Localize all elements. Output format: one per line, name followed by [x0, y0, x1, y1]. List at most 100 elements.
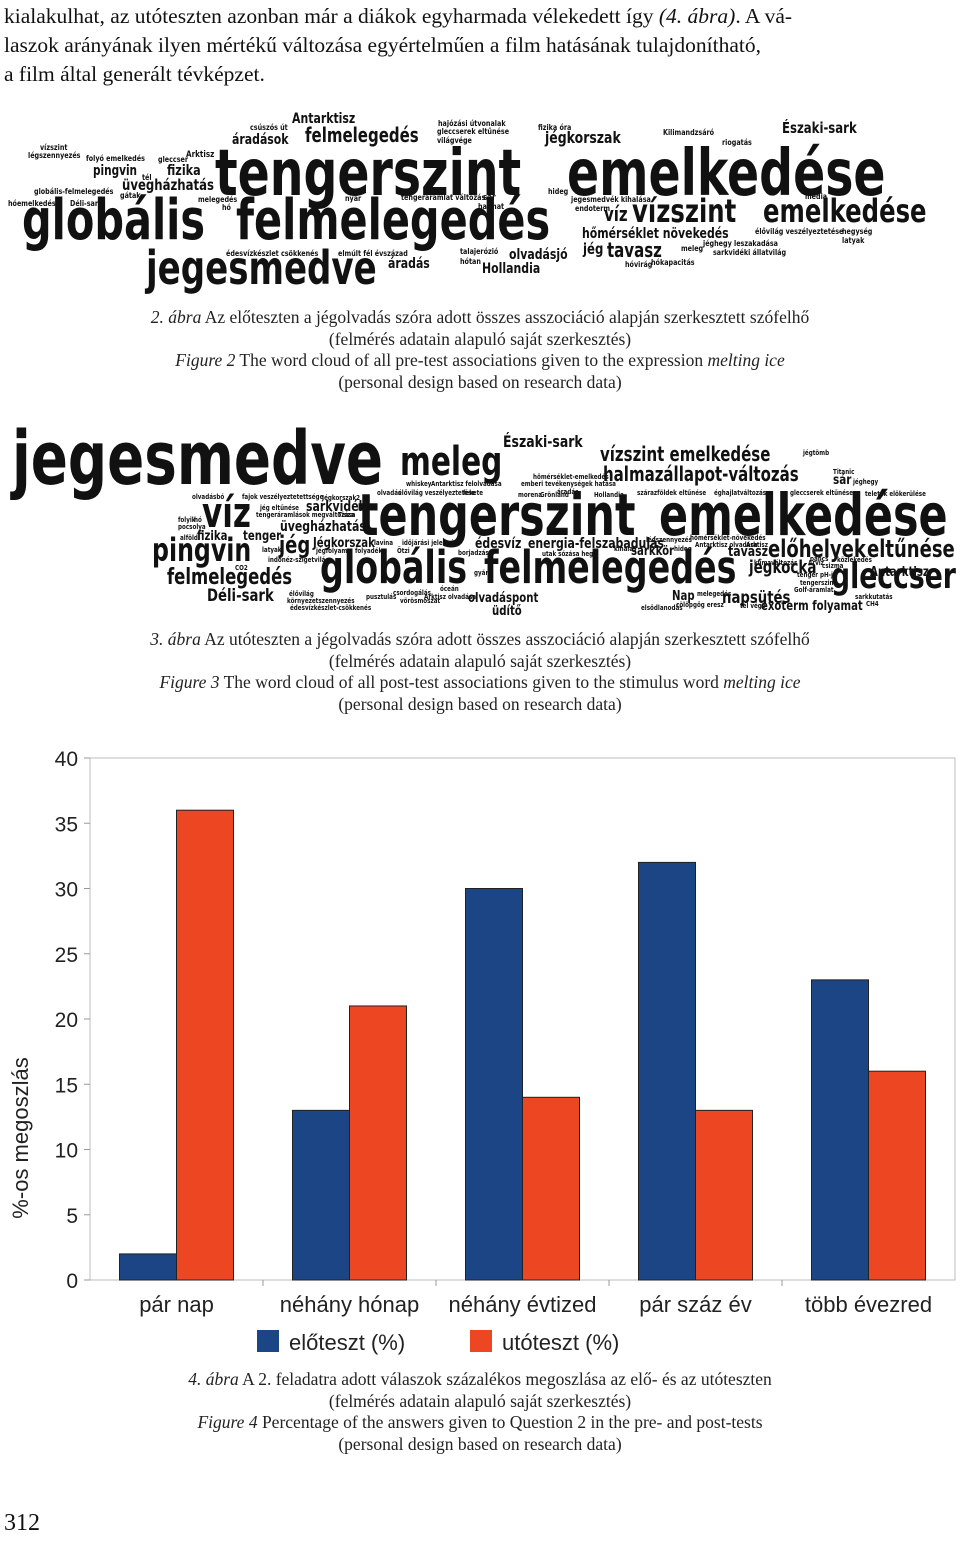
y-tick-label: 40 — [55, 748, 78, 771]
cloud-word: vízszint — [40, 143, 68, 152]
y-tick-label: 25 — [55, 944, 78, 967]
cloud-word: szárazföldek eltűnése — [637, 489, 707, 497]
cloud-word: harmat — [478, 202, 505, 211]
cloud-word: hajózási útvonalak — [438, 119, 506, 128]
cloud-word: Déli-sark — [70, 199, 103, 208]
cloud-word: felmelegedés — [484, 541, 737, 594]
y-tick-label: 20 — [55, 1009, 78, 1032]
y-tick-label: 0 — [66, 1270, 78, 1293]
cloud-word: fizika óra — [538, 123, 572, 132]
cloud-word: víz — [604, 202, 628, 226]
cloud-word: nyár — [345, 194, 362, 203]
intro-paragraph: kialakulhat, az utóteszten azonban már a… — [4, 2, 958, 89]
cloud-word: gleccser — [831, 556, 956, 597]
cloud-word: jégtömb — [803, 449, 830, 457]
word-cloud-posttest: jegesmedve meleg Északi-sark vízszint emelk… — [0, 420, 960, 620]
cloud-word: előhelyek — [768, 535, 866, 563]
legend-label-pretest: előteszt (%) — [289, 1330, 405, 1355]
cloud-word: hó — [222, 203, 231, 212]
figure-2-caption-hu: 2. ábra Az előteszten a jégolvadás szóra… — [0, 307, 960, 329]
cloud-word: Titanic — [833, 468, 855, 476]
word-cloud-pretest: Antarktisz csúszós út áradások felmelegedés… — [0, 108, 960, 308]
bar-pretest — [638, 861, 696, 1281]
y-tick-label: 10 — [55, 1140, 78, 1163]
cloud-word: édesvíz — [475, 536, 522, 552]
cloud-word: Északi-sark — [503, 432, 583, 451]
cloud-word: globális-felmelegedés — [34, 187, 114, 196]
cloud-word: tengerszint — [358, 481, 636, 549]
cloud-word: média — [805, 192, 828, 201]
cloud-word: sár — [833, 473, 852, 488]
cloud-word: sarkvidéki állatvilág — [713, 248, 787, 257]
cloud-word: Antarktisz — [292, 111, 356, 127]
cloud-word: Déli-sark — [207, 586, 274, 606]
cloud-word: Hollandia — [482, 261, 541, 277]
cloud-word: utak sózása hegy — [542, 550, 597, 558]
cloud-word: légszennyezés — [646, 536, 692, 544]
cloud-word: Arktisz — [186, 150, 215, 160]
figure-4-en-source: (personal design based on research data) — [338, 1433, 622, 1454]
bar-posttest — [695, 1109, 753, 1281]
cloud-word: energia-felszabadulás — [528, 536, 664, 552]
cloud-word: Ötzi — [397, 547, 410, 555]
cloud-word: éghajlatváltozás — [714, 489, 767, 497]
cloud-word: fekete — [463, 489, 484, 497]
cloud-word: globális — [320, 541, 468, 594]
x-tick-label: néhány hónap — [280, 1292, 419, 1317]
cloud-word: élővilág veszélyeztetése — [755, 227, 844, 236]
cloud-word: légszennyezés — [28, 151, 81, 160]
figure-2-caption-en: Figure 2 The word cloud of all pre-test … — [0, 350, 960, 372]
bar-pretest — [292, 1109, 350, 1281]
cloud-word: jéghegy — [853, 478, 879, 486]
cloud-word: teletek elökerülése — [865, 490, 926, 498]
figure-3-en-number: Figure 3 — [159, 672, 220, 692]
cloud-word: Arktisz — [746, 541, 769, 549]
legend-swatch-pretest — [257, 1330, 279, 1352]
cloud-word: világvége — [437, 136, 472, 145]
cloud-word: pancs — [810, 555, 829, 563]
cloud-word: olvadáspont — [468, 591, 539, 606]
figure-4-en-number: Figure 4 — [197, 1412, 258, 1432]
cloud-word: pingvin — [152, 531, 252, 569]
cloud-word: indonéz-szigetvilág — [268, 556, 330, 564]
cloud-word: alföld — [180, 534, 198, 542]
x-tick-label: pár száz év — [639, 1292, 752, 1317]
cloud-word: gyár — [474, 569, 489, 577]
bar-pretest — [465, 888, 523, 1281]
intro-line-1-text: kialakulhat, az utóteszten azonban már a… — [4, 4, 659, 28]
cloud-word: Tisza — [338, 511, 355, 519]
cloud-word: édesvízkészlet csökkenés — [226, 249, 319, 258]
x-tick-label: pár nap — [139, 1292, 214, 1317]
cloud-word: jég — [583, 240, 604, 258]
cloud-word: jegesmedve — [146, 241, 377, 295]
cloud-word: jég eltűnése — [260, 504, 299, 512]
cloud-word: tengeráramlat változás — [401, 193, 486, 202]
cloud-word: cölöpgőg eresz — [676, 601, 724, 609]
cloud-word: jegesmedve — [12, 420, 384, 502]
figure-3-hu-text: Az utóteszten a jégolvadás szóra adott ö… — [200, 629, 810, 649]
y-axis-label: %-os megoszlás — [8, 1057, 33, 1218]
cloud-word: gleccserek eltűnése — [790, 489, 854, 497]
cloud-word: környezetszennyezés — [287, 597, 355, 605]
cloud-word: Grönland — [540, 491, 569, 499]
figure-3-en-text: The word cloud of all post-test associat… — [219, 672, 724, 692]
bar-chart: %-os megoszlás 0 5 10 15 20 25 30 35 40 pár nap né… — [8, 748, 956, 1355]
cloud-word: gleccser — [158, 155, 189, 164]
figure-2-hu-source: (felmérés adatain alapuló saját szerkesz… — [328, 328, 632, 349]
cloud-word: hideg — [674, 545, 692, 553]
cloud-word: olvadásbó — [192, 493, 225, 501]
page-number: 312 — [4, 1510, 40, 1536]
cloud-word: napsütés — [722, 588, 791, 608]
cloud-word: sár — [483, 193, 496, 203]
figure-2-en-term: melting ice — [707, 350, 785, 370]
cloud-word: tél vége — [740, 602, 766, 610]
cloud-word: tél — [142, 173, 152, 182]
cloud-word: melegedés — [198, 195, 238, 204]
figure-3-caption: 3. ábra Az utóteszten a jégolvadás szóra… — [0, 629, 960, 715]
cloud-word: tenger — [243, 529, 282, 544]
cloud-word: jégkorszak — [545, 128, 621, 147]
cloud-word: pingvin — [93, 163, 138, 179]
cloud-word: meleg — [400, 439, 503, 485]
cloud-word: emelkedése — [763, 192, 927, 230]
cloud-word: klímaváltozás — [754, 559, 798, 567]
